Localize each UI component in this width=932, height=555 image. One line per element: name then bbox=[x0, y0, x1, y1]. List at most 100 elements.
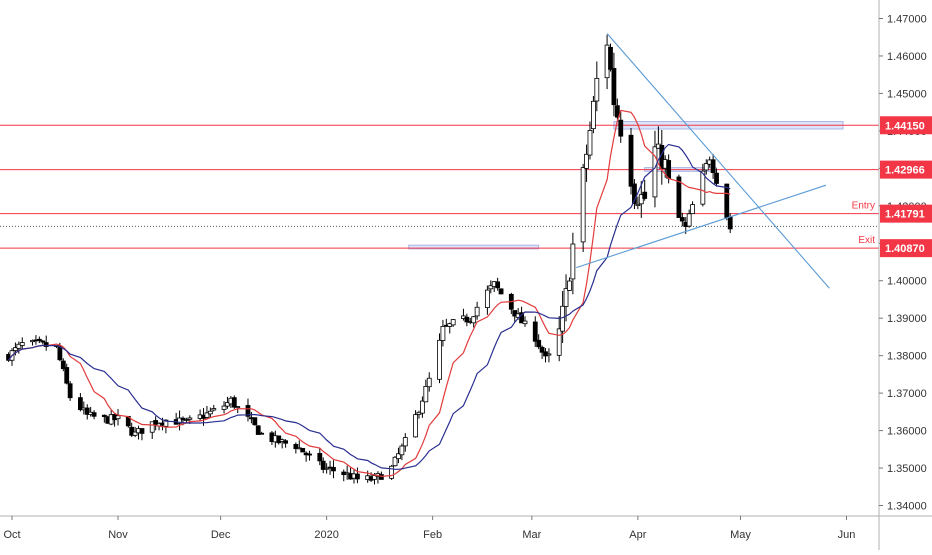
candle-body bbox=[519, 312, 524, 324]
candle-body bbox=[642, 191, 648, 199]
candle-body bbox=[259, 432, 265, 435]
price-label-2: 1.41791 bbox=[885, 209, 925, 221]
candle-body bbox=[402, 437, 408, 447]
candle-body bbox=[204, 412, 210, 418]
trend-lines bbox=[576, 33, 830, 289]
candle-body bbox=[19, 342, 25, 346]
candle-body bbox=[13, 347, 18, 351]
candle-body bbox=[484, 289, 490, 308]
x-tick-label: Apr bbox=[629, 529, 646, 541]
candle-body bbox=[177, 417, 182, 424]
price-label-bg-3 bbox=[880, 239, 932, 258]
price-label-bg-1 bbox=[880, 160, 932, 179]
y-tick-label: 1.45000 bbox=[887, 88, 927, 100]
level-annotation-3: Exit bbox=[858, 235, 875, 246]
candle-body bbox=[618, 119, 624, 137]
candle-body bbox=[231, 397, 237, 408]
candle-body bbox=[632, 183, 637, 204]
candle-body bbox=[522, 320, 528, 325]
candle-body bbox=[614, 105, 620, 118]
y-tick-label: 1.34000 bbox=[887, 501, 927, 513]
candle-body bbox=[710, 159, 716, 173]
x-tick-label: Jun bbox=[838, 529, 856, 541]
candle-body bbox=[331, 467, 336, 472]
x-tick-label: Oct bbox=[3, 529, 20, 541]
x-tick-label: Dec bbox=[211, 529, 231, 541]
candle-body bbox=[700, 170, 706, 205]
candle-body bbox=[283, 440, 289, 444]
candle-body bbox=[690, 204, 695, 215]
candle-body bbox=[324, 467, 330, 470]
y-tick-label: 1.40000 bbox=[887, 276, 927, 288]
candle-body bbox=[419, 400, 425, 414]
candle-body bbox=[591, 100, 596, 130]
candle-body bbox=[437, 339, 442, 380]
candle-body bbox=[498, 288, 504, 295]
y-tick-label: 1.37000 bbox=[887, 388, 927, 400]
candle-body bbox=[450, 319, 456, 326]
candle-body bbox=[139, 428, 145, 434]
price-axis-bg bbox=[879, 0, 932, 550]
candle-body bbox=[235, 406, 241, 409]
candle-body bbox=[727, 216, 733, 230]
candle-body bbox=[570, 243, 576, 280]
candle-body bbox=[180, 417, 186, 421]
candle-body bbox=[163, 419, 169, 427]
candle-body bbox=[245, 405, 251, 417]
x-tick-label: Nov bbox=[108, 529, 128, 541]
trend-line-0 bbox=[606, 33, 830, 289]
candle-body bbox=[474, 306, 480, 317]
candle-body bbox=[532, 321, 538, 342]
candle-body bbox=[556, 328, 562, 356]
candle-body bbox=[396, 453, 401, 460]
candle-body bbox=[129, 426, 135, 436]
x-tick-label: Mar bbox=[522, 529, 541, 541]
candle-body bbox=[101, 414, 107, 417]
candle-body bbox=[471, 316, 477, 324]
candle-body bbox=[252, 417, 258, 426]
candle-body bbox=[211, 408, 217, 411]
candle-body bbox=[225, 402, 230, 407]
candle-body bbox=[57, 345, 63, 361]
candle-body bbox=[16, 343, 22, 349]
candle-body bbox=[40, 340, 46, 343]
candle-body bbox=[36, 338, 42, 341]
candle-body bbox=[703, 163, 709, 171]
candle-body bbox=[392, 456, 398, 467]
candle-body bbox=[584, 153, 589, 169]
moving-averages bbox=[8, 109, 731, 478]
candle-body bbox=[488, 285, 494, 290]
candle-body bbox=[389, 465, 395, 479]
candle-body bbox=[495, 281, 501, 289]
price-label-bg-0 bbox=[880, 116, 932, 135]
candle-body bbox=[64, 367, 70, 384]
candle-body bbox=[611, 68, 617, 106]
candle-body bbox=[714, 172, 719, 184]
price-label-1: 1.42966 bbox=[885, 165, 925, 177]
candle-body bbox=[207, 410, 213, 415]
candle-body bbox=[580, 167, 586, 243]
trend-line-1 bbox=[576, 184, 827, 269]
y-tick-label: 1.46000 bbox=[887, 51, 927, 63]
candle-body bbox=[78, 397, 83, 411]
candle-body bbox=[60, 360, 66, 370]
y-tick-label: 1.38000 bbox=[887, 351, 927, 363]
candle-body bbox=[413, 414, 418, 438]
candle-body bbox=[255, 425, 261, 435]
candle-body bbox=[293, 444, 299, 450]
candle-body bbox=[512, 310, 518, 317]
candle-body bbox=[546, 353, 552, 356]
candle-body bbox=[300, 447, 306, 453]
candle-body bbox=[355, 473, 360, 480]
moving-average-20 bbox=[8, 143, 731, 470]
candle-body bbox=[184, 419, 189, 421]
candle-body bbox=[608, 46, 613, 70]
y-tick-label: 1.47000 bbox=[887, 14, 927, 26]
candle-body bbox=[638, 194, 644, 205]
candle-body bbox=[594, 77, 600, 102]
candle-body bbox=[724, 183, 730, 218]
candle-body bbox=[635, 203, 641, 206]
price-label-bg-2 bbox=[880, 204, 932, 223]
candle-body bbox=[686, 213, 692, 227]
